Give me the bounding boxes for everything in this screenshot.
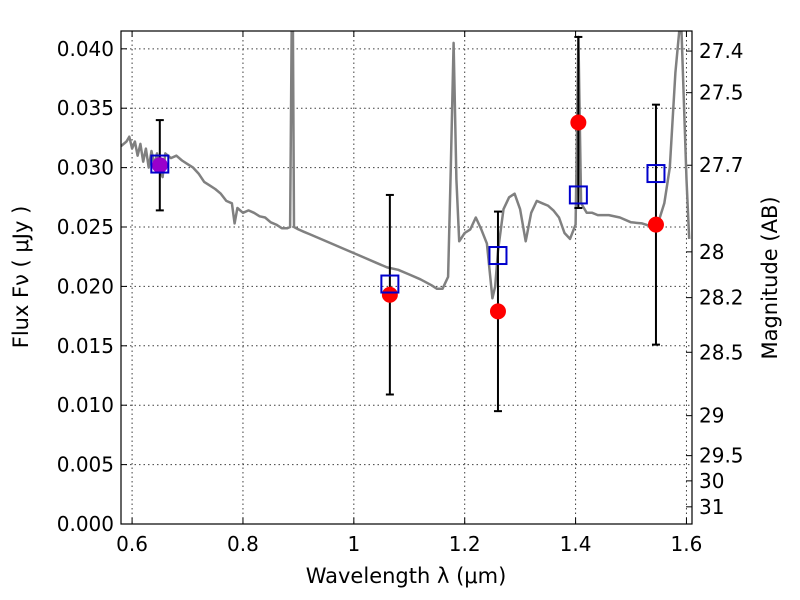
y2-tick-label: 31 — [699, 495, 724, 519]
y2-tick-label: 28.2 — [699, 286, 744, 310]
model-photometry-points — [150, 154, 666, 294]
model-photometry-point — [646, 164, 666, 184]
x-axis-title: Wavelength λ (μm) — [306, 564, 507, 588]
y-tick-label: 0.025 — [57, 215, 114, 239]
observed-point — [489, 303, 506, 320]
tick-labels: 0.6 0.8 1 1.2 1.4 1.6 0.000 0.005 0.010 0.015 0.02… — [57, 37, 744, 556]
y2-tick-label: 30 — [699, 469, 724, 493]
model-photometry-point — [568, 185, 588, 205]
error-bars — [155, 35, 660, 413]
grid-lines — [121, 31, 692, 524]
x-tick-label: 1.2 — [449, 532, 481, 556]
y2-tick-label: 29.5 — [699, 444, 744, 468]
y-tick-label: 0.005 — [57, 453, 114, 477]
model-photometry-point — [488, 246, 508, 266]
y2-tick-label: 27.4 — [699, 39, 744, 63]
y-tick-label: 0.000 — [57, 512, 114, 536]
y2-tick-label: 28 — [699, 240, 724, 264]
observed-point — [151, 157, 168, 174]
observed-point — [647, 216, 664, 233]
y-tick-label: 0.020 — [57, 274, 114, 298]
model-spectrum — [121, 31, 691, 300]
x-tick-label: 1 — [347, 532, 360, 556]
x-tick-label: 0.8 — [227, 532, 259, 556]
x-tick-label: 1.4 — [560, 532, 592, 556]
y-tick-label: 0.035 — [57, 96, 114, 120]
y2-tick-label: 29 — [699, 404, 724, 428]
y-axis-title: Flux Fν ( μJy ) — [9, 206, 33, 349]
y2-tick-label: 27.5 — [699, 81, 744, 105]
model-spectrum-line — [121, 31, 691, 300]
x-tick-label: 1.6 — [671, 532, 703, 556]
y-tick-label: 0.015 — [57, 334, 114, 358]
model-photometry-point — [150, 154, 170, 174]
y2-axis-title: Magnitude (AB) — [758, 196, 782, 359]
y-tick-label: 0.040 — [57, 37, 114, 61]
observed-point — [570, 114, 587, 131]
y-tick-label: 0.010 — [57, 393, 114, 417]
observed-points — [151, 114, 664, 320]
observed-point — [381, 286, 398, 303]
x-tick-label: 0.6 — [116, 532, 148, 556]
y2-tick-label: 27.7 — [699, 153, 744, 177]
axis-ticks — [121, 31, 692, 525]
model-photometry-point — [380, 274, 400, 294]
plot-frame — [120, 30, 693, 525]
y2-tick-label: 28.5 — [699, 340, 744, 364]
y-tick-label: 0.030 — [57, 156, 114, 180]
